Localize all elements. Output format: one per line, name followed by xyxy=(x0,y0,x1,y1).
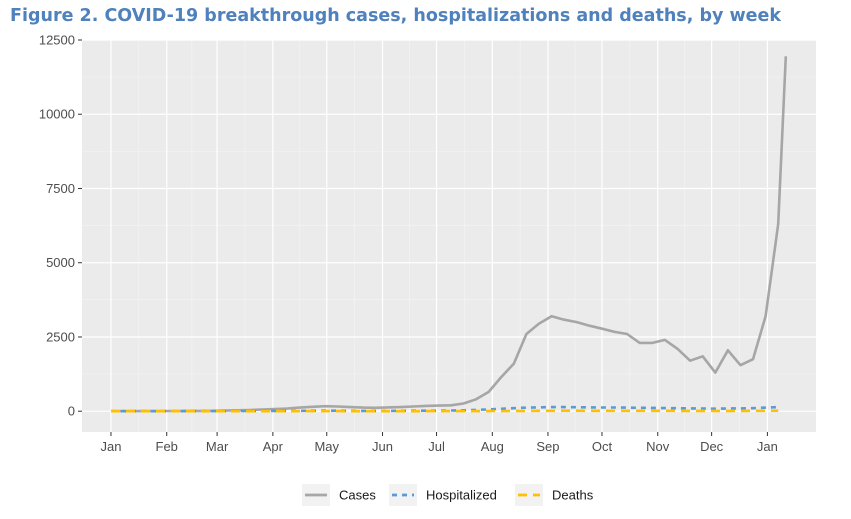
y-tick-label: 2500 xyxy=(46,329,75,344)
figure-title: Figure 2. COVID-19 breakthrough cases, h… xyxy=(10,6,782,26)
x-tick-label: Aug xyxy=(481,439,504,454)
x-tick-label: Jan xyxy=(100,439,121,454)
y-tick-label: 0 xyxy=(68,404,75,419)
series-line-deaths xyxy=(111,409,779,413)
x-tick-label: Sep xyxy=(536,439,559,454)
legend-key-bg xyxy=(515,484,543,506)
x-tick-label: Feb xyxy=(156,439,178,454)
x-tick-label: Jun xyxy=(372,439,393,454)
legend-label-cases: Cases xyxy=(339,488,376,503)
y-tick-label: 7500 xyxy=(46,181,75,196)
legend: Cases Hospitalized Deaths xyxy=(302,484,594,506)
x-tick-label: Apr xyxy=(263,439,284,454)
x-tick-label: Mar xyxy=(206,439,229,454)
plot-panel xyxy=(82,40,816,432)
minor-gridlines xyxy=(82,40,816,432)
x-tick-label: Jan xyxy=(757,439,778,454)
x-tick-label: Oct xyxy=(592,439,613,454)
x-tick-label: Jul xyxy=(428,439,445,454)
y-tick-label: 5000 xyxy=(46,255,75,270)
y-tick-label: 12500 xyxy=(39,33,75,48)
series-lines xyxy=(110,56,788,413)
y-tick-label: 10000 xyxy=(39,107,75,122)
legend-label-hospitalized: Hospitalized xyxy=(426,488,497,503)
x-axis: Jan Feb Mar Apr May Jun Jul Aug Sep Oct Nov Dec Jan xyxy=(100,432,778,454)
y-axis: 0 2500 5000 7500 10000 12500 xyxy=(39,33,82,419)
x-tick-label: Nov xyxy=(646,439,670,454)
x-tick-label: Dec xyxy=(700,439,724,454)
legend-label-deaths: Deaths xyxy=(552,488,594,503)
x-tick-label: May xyxy=(314,439,339,454)
